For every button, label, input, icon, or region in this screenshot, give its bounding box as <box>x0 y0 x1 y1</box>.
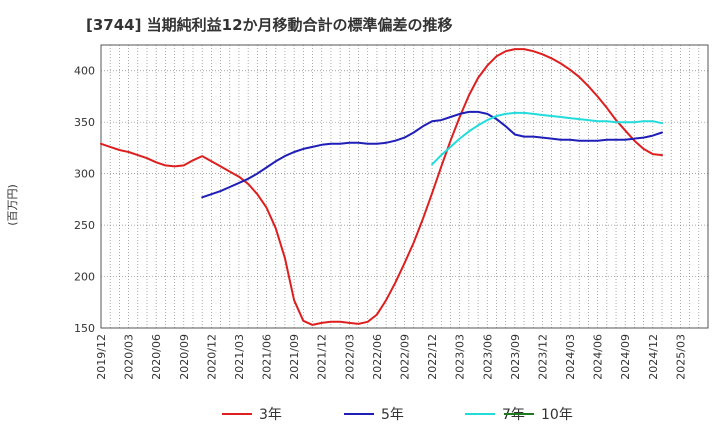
x-tick-label: 2024/12 <box>647 334 660 380</box>
x-tick-label: 2024/03 <box>564 334 577 380</box>
x-tick-label: 2023/12 <box>536 334 549 380</box>
series-line-5年 <box>201 110 663 199</box>
y-tick-label: 200 <box>74 271 95 284</box>
y-tick-label: 150 <box>74 322 95 335</box>
x-tick-label: 2022/12 <box>426 334 439 380</box>
chart-title: [3744] 当期純利益12か月移動合計の標準偏差の推移 <box>86 16 453 34</box>
x-tick-label: 2025/03 <box>674 334 687 380</box>
x-tick-label: 2021/03 <box>233 334 246 380</box>
legend-entry-10年: 10年 <box>504 407 573 423</box>
legend-label: 10年 <box>541 407 573 423</box>
x-tick-label: 2020/09 <box>178 334 191 380</box>
y-tick-label: 250 <box>74 219 95 232</box>
plot-frame <box>100 44 709 329</box>
grid <box>101 45 708 328</box>
x-tick-label: 2019/12 <box>95 334 108 380</box>
y-tick-label: 350 <box>74 116 95 129</box>
x-tick-label: 2023/09 <box>509 334 522 380</box>
x-tick-label: 2024/09 <box>619 334 632 380</box>
series-group <box>100 48 663 326</box>
legend-label: 3年 <box>259 407 282 423</box>
y-axis: 150 200 250 300 350 400 <box>74 65 95 335</box>
legend-label: 5年 <box>381 407 404 423</box>
x-tick-label: 2021/09 <box>288 334 301 380</box>
y-tick-label: 400 <box>74 65 95 78</box>
x-tick-label: 2023/03 <box>454 334 467 380</box>
x-tick-label: 2022/09 <box>399 334 412 380</box>
series-line-7年 <box>431 111 663 166</box>
x-axis: 2019/12 2020/03 2020/06 2020/09 2020/12 2021/… <box>95 334 687 380</box>
x-tick-label: 2022/03 <box>343 334 356 380</box>
series-line-3年 <box>100 48 663 326</box>
legend-entry-5年: 5年 <box>344 407 404 423</box>
x-tick-label: 2021/06 <box>261 334 274 380</box>
x-tick-label: 2023/06 <box>481 334 494 380</box>
x-tick-label: 2024/06 <box>592 334 605 380</box>
x-tick-label: 2020/03 <box>123 334 136 380</box>
x-tick-label: 2020/06 <box>150 334 163 380</box>
legend-entry-3年: 3年 <box>222 407 282 423</box>
x-tick-label: 2021/12 <box>316 334 329 380</box>
x-tick-label: 2022/06 <box>371 334 384 380</box>
x-tick-label: 2020/12 <box>205 334 218 380</box>
legend: 3年5年7年10年 <box>222 407 573 423</box>
y-tick-label: 300 <box>74 168 95 181</box>
y-axis-label: (百万円) <box>6 184 19 226</box>
